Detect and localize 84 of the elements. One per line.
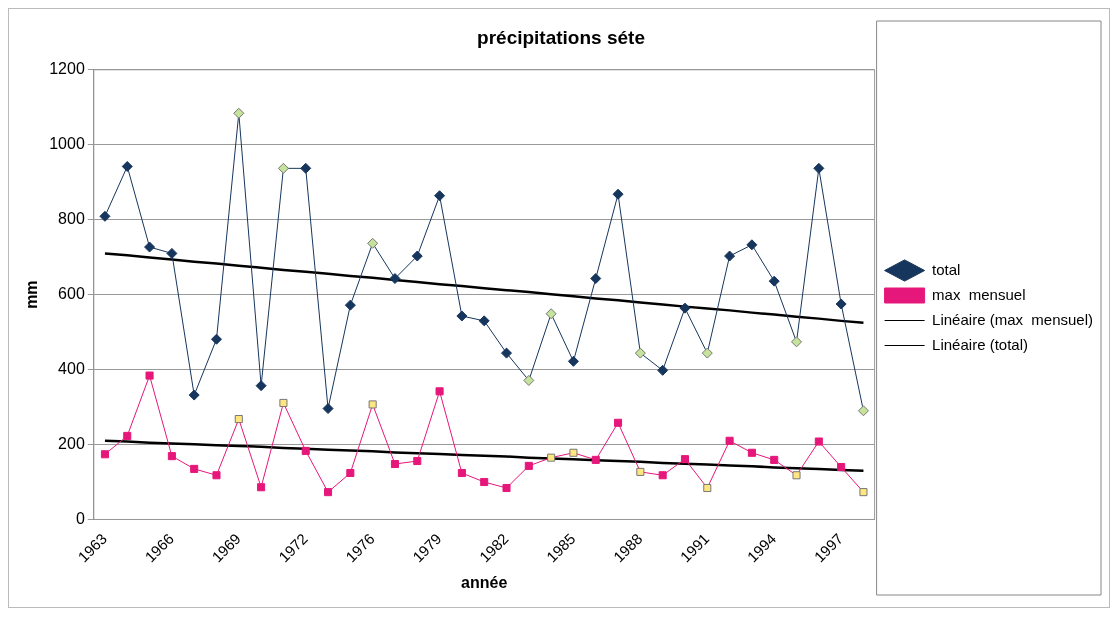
- y-tick-label: 400: [58, 359, 85, 377]
- point: [591, 455, 600, 464]
- point: [100, 450, 109, 459]
- point: [368, 400, 377, 409]
- point: [680, 455, 690, 464]
- point: [501, 347, 513, 359]
- point: [413, 456, 422, 466]
- point: [144, 241, 156, 253]
- point: [657, 364, 669, 376]
- point: [99, 210, 111, 222]
- chart-title: précipitations séte: [477, 26, 645, 48]
- point: [792, 471, 801, 480]
- point: [301, 446, 310, 455]
- point: [523, 374, 535, 386]
- point: [234, 415, 243, 424]
- point: [123, 431, 132, 440]
- point: [255, 380, 267, 392]
- point: [724, 250, 736, 262]
- point: [188, 389, 200, 401]
- point: [279, 398, 288, 407]
- point: [322, 403, 334, 415]
- point: [859, 488, 868, 497]
- point: [636, 467, 645, 476]
- y-tick-label: 200: [58, 434, 85, 452]
- point: [590, 273, 602, 285]
- point: [814, 437, 823, 446]
- point: [324, 488, 333, 497]
- point: [434, 190, 446, 202]
- x-axis-title: année: [461, 573, 508, 591]
- point: [791, 336, 803, 348]
- point: [390, 459, 399, 469]
- point: [367, 237, 379, 249]
- point: [121, 160, 133, 172]
- y-axis-title: mm: [23, 280, 41, 309]
- point: [747, 448, 756, 457]
- point: [167, 452, 176, 461]
- point: [703, 483, 712, 493]
- point: [145, 371, 154, 380]
- point: [502, 483, 511, 493]
- point: [567, 355, 579, 367]
- point: [277, 162, 289, 174]
- point: [480, 477, 489, 487]
- point: [658, 471, 667, 480]
- point: [233, 107, 245, 119]
- point: [346, 468, 355, 478]
- point: [837, 462, 846, 472]
- point: [768, 275, 780, 287]
- point: [389, 273, 401, 285]
- point: [679, 302, 691, 314]
- point: [857, 405, 869, 417]
- point: [300, 162, 312, 174]
- point: [524, 461, 533, 470]
- point: [190, 464, 199, 473]
- legend-label: Linéaire (total): [932, 335, 1028, 353]
- y-tick-label: 1000: [49, 135, 85, 153]
- point: [835, 298, 847, 310]
- y-tick-label: 1200: [49, 60, 85, 78]
- point: [411, 250, 423, 262]
- legend-label: Linéaire (max mensuel): [932, 310, 1094, 328]
- point: [456, 310, 468, 322]
- point: [612, 188, 624, 200]
- point: [701, 347, 713, 359]
- legend-label: total: [932, 260, 961, 278]
- legend-label: max mensuel: [932, 285, 1026, 303]
- point: [634, 347, 646, 359]
- point: [478, 315, 490, 327]
- point: [257, 483, 266, 492]
- point: [813, 162, 825, 174]
- point: [166, 247, 178, 259]
- point: [770, 455, 779, 464]
- point: [344, 299, 356, 311]
- y-tick-label: 0: [75, 509, 85, 527]
- point: [746, 239, 758, 251]
- point: [614, 418, 623, 427]
- y-tick-label: 600: [58, 285, 85, 303]
- point: [212, 471, 221, 480]
- point: [457, 468, 466, 478]
- point: [569, 448, 578, 457]
- point: [435, 387, 444, 396]
- point: [210, 333, 222, 345]
- point: [725, 436, 734, 445]
- point: [545, 308, 557, 320]
- point: [547, 453, 556, 462]
- y-tick-label: 800: [58, 210, 85, 228]
